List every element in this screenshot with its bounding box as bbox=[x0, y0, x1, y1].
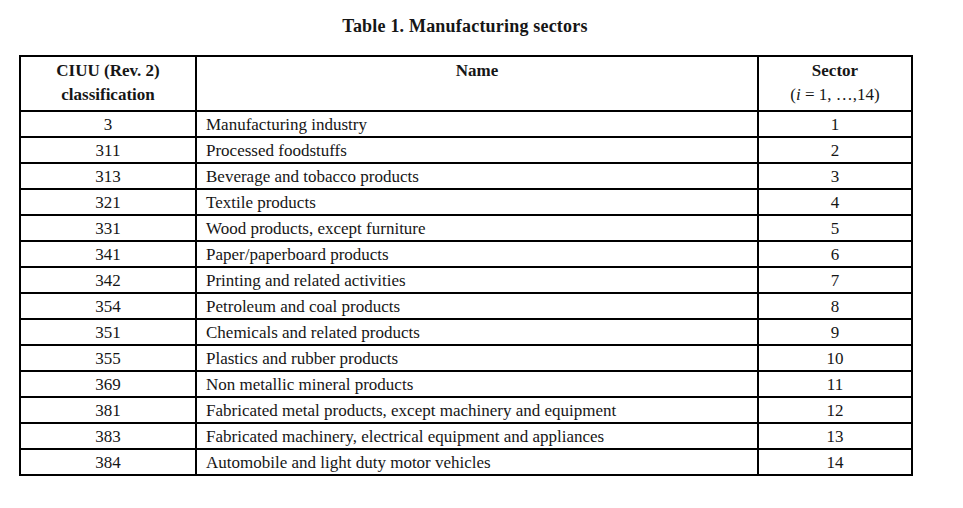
table-row: 3Manufacturing industry1 bbox=[20, 111, 912, 137]
header-sector-label: Sector bbox=[759, 59, 911, 83]
table-row: 381Fabricated metal products, except mac… bbox=[20, 397, 912, 423]
table-row: 313Beverage and tobacco products3 bbox=[20, 163, 912, 189]
sector-cell: 5 bbox=[758, 215, 912, 241]
name-cell: Automobile and light duty motor vehicles bbox=[196, 449, 758, 475]
sector-cell: 8 bbox=[758, 293, 912, 319]
document-page: Table 1. Manufacturing sectors CIUU (Rev… bbox=[0, 0, 963, 476]
sector-cell: 7 bbox=[758, 267, 912, 293]
table-row: 351Chemicals and related products9 bbox=[20, 319, 912, 345]
sector-cell: 6 bbox=[758, 241, 912, 267]
name-cell: Paper/paperboard products bbox=[196, 241, 758, 267]
name-cell: Textile products bbox=[196, 189, 758, 215]
sector-cell: 3 bbox=[758, 163, 912, 189]
header-sector: Sector (i = 1, …,14) bbox=[758, 56, 912, 111]
header-row: CIUU (Rev. 2) classification Name Sector… bbox=[20, 56, 912, 111]
sector-cell: 13 bbox=[758, 423, 912, 449]
ciuu-cell: 383 bbox=[20, 423, 196, 449]
manufacturing-sectors-table: CIUU (Rev. 2) classification Name Sector… bbox=[19, 55, 913, 476]
table-row: 321Textile products4 bbox=[20, 189, 912, 215]
table-body: 3Manufacturing industry1311Processed foo… bbox=[20, 111, 912, 475]
sector-cell: 10 bbox=[758, 345, 912, 371]
ciuu-cell: 3 bbox=[20, 111, 196, 137]
name-cell: Processed foodstuffs bbox=[196, 137, 758, 163]
ciuu-cell: 381 bbox=[20, 397, 196, 423]
ciuu-cell: 311 bbox=[20, 137, 196, 163]
name-cell: Petroleum and coal products bbox=[196, 293, 758, 319]
header-name-label: Name bbox=[197, 59, 757, 83]
sector-cell: 9 bbox=[758, 319, 912, 345]
name-cell: Plastics and rubber products bbox=[196, 345, 758, 371]
ciuu-cell: 369 bbox=[20, 371, 196, 397]
name-cell: Fabricated machinery, electrical equipme… bbox=[196, 423, 758, 449]
table-row: 311Processed foodstuffs2 bbox=[20, 137, 912, 163]
name-cell: Manufacturing industry bbox=[196, 111, 758, 137]
sector-cell: 4 bbox=[758, 189, 912, 215]
table-row: 384Automobile and light duty motor vehic… bbox=[20, 449, 912, 475]
ciuu-cell: 354 bbox=[20, 293, 196, 319]
table-row: 355Plastics and rubber products10 bbox=[20, 345, 912, 371]
sector-cell: 14 bbox=[758, 449, 912, 475]
ciuu-cell: 355 bbox=[20, 345, 196, 371]
header-sector-range: (i = 1, …,14) bbox=[759, 83, 911, 107]
ciuu-cell: 384 bbox=[20, 449, 196, 475]
table-title: Table 1. Manufacturing sectors bbox=[19, 15, 911, 38]
name-cell: Non metallic mineral products bbox=[196, 371, 758, 397]
table-row: 354Petroleum and coal products8 bbox=[20, 293, 912, 319]
table-row: 369Non metallic mineral products11 bbox=[20, 371, 912, 397]
table-row: 342Printing and related activities7 bbox=[20, 267, 912, 293]
table-row: 383Fabricated machinery, electrical equi… bbox=[20, 423, 912, 449]
header-ciuu-classification: CIUU (Rev. 2) classification bbox=[20, 56, 196, 111]
header-name: Name bbox=[196, 56, 758, 111]
sector-cell: 12 bbox=[758, 397, 912, 423]
header-ciuu-line1: CIUU (Rev. 2) bbox=[21, 59, 195, 83]
ciuu-cell: 313 bbox=[20, 163, 196, 189]
name-cell: Beverage and tobacco products bbox=[196, 163, 758, 189]
name-cell: Printing and related activities bbox=[196, 267, 758, 293]
header-ciuu-line2: classification bbox=[21, 83, 195, 107]
sector-cell: 2 bbox=[758, 137, 912, 163]
ciuu-cell: 351 bbox=[20, 319, 196, 345]
table-row: 331Wood products, except furniture5 bbox=[20, 215, 912, 241]
name-cell: Chemicals and related products bbox=[196, 319, 758, 345]
ciuu-cell: 321 bbox=[20, 189, 196, 215]
name-cell: Fabricated metal products, except machin… bbox=[196, 397, 758, 423]
table-row: 341Paper/paperboard products6 bbox=[20, 241, 912, 267]
sector-cell: 1 bbox=[758, 111, 912, 137]
ciuu-cell: 341 bbox=[20, 241, 196, 267]
name-cell: Wood products, except furniture bbox=[196, 215, 758, 241]
ciuu-cell: 342 bbox=[20, 267, 196, 293]
sector-cell: 11 bbox=[758, 371, 912, 397]
ciuu-cell: 331 bbox=[20, 215, 196, 241]
